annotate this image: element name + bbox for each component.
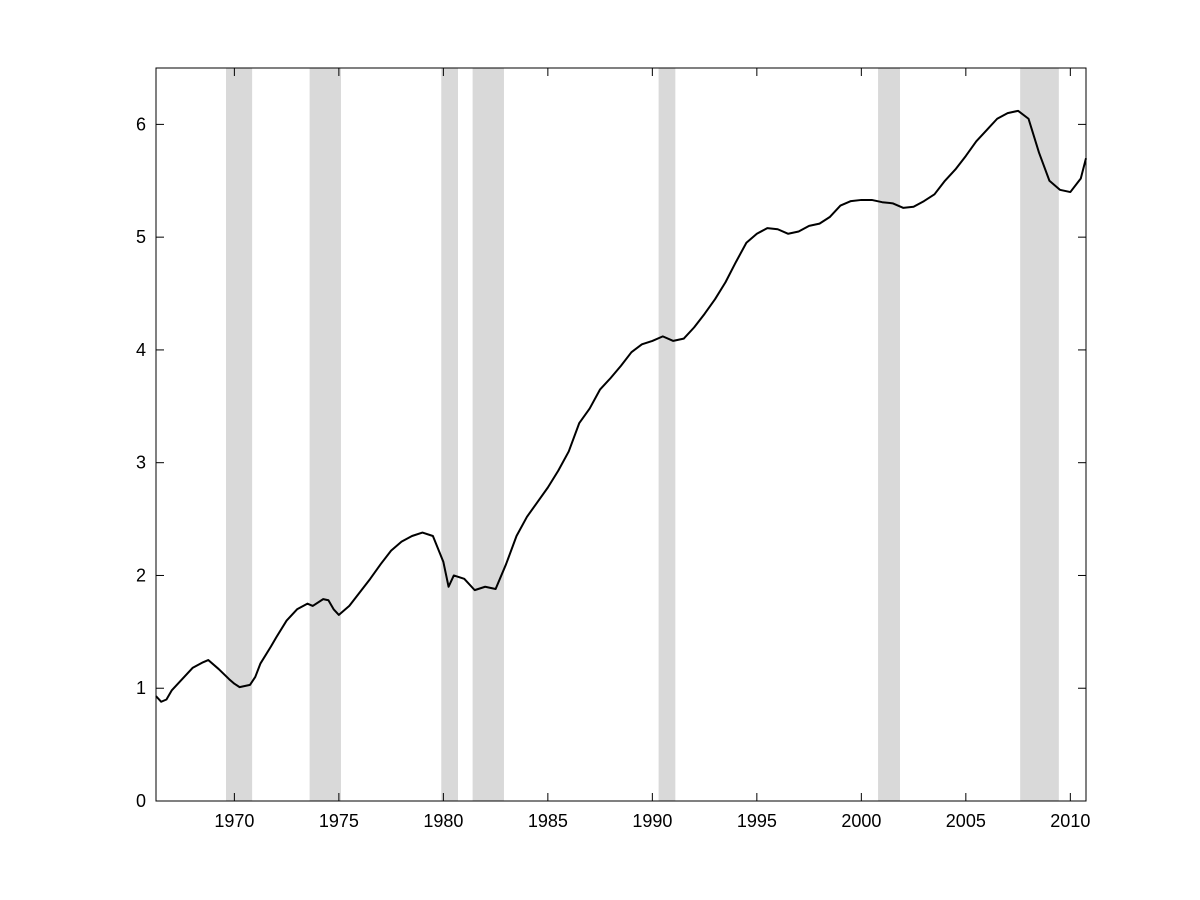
y-tick-label: 0 (136, 791, 146, 811)
x-tick-label: 2010 (1050, 811, 1090, 831)
x-tick-label: 1970 (214, 811, 254, 831)
y-axis: 0 1 2 3 4 5 6 (136, 114, 1086, 811)
data-series (155, 109, 1087, 703)
recession-band-1 (226, 68, 253, 801)
y-tick-label: 3 (136, 453, 146, 473)
series-line-1 (155, 109, 1087, 703)
y-tick-label: 4 (136, 340, 146, 360)
x-tick-label: 1975 (319, 811, 359, 831)
recession-band-2 (309, 68, 341, 801)
y-tick-label: 2 (136, 565, 146, 585)
x-tick-label: 1980 (423, 811, 463, 831)
recession-band-3 (441, 68, 458, 801)
y-tick-label: 6 (136, 114, 146, 134)
y-tick-label: 5 (136, 227, 146, 247)
recession-bands (226, 68, 1059, 801)
x-tick-label: 1985 (528, 811, 568, 831)
axes-frame (155, 67, 1087, 802)
x-tick-label: 1990 (632, 811, 672, 831)
x-tick-label: 1995 (737, 811, 777, 831)
recession-band-7 (1020, 68, 1059, 801)
recession-band-5 (658, 68, 676, 801)
x-tick-label: 2000 (841, 811, 881, 831)
recession-band-4 (472, 68, 504, 801)
x-tick-label: 2005 (946, 811, 986, 831)
x-axis: 1970 1975 1980 1985 1990 1995 2000 2005 2010 (214, 68, 1090, 831)
recession-band-6 (878, 68, 900, 801)
y-tick-label: 1 (136, 678, 146, 698)
